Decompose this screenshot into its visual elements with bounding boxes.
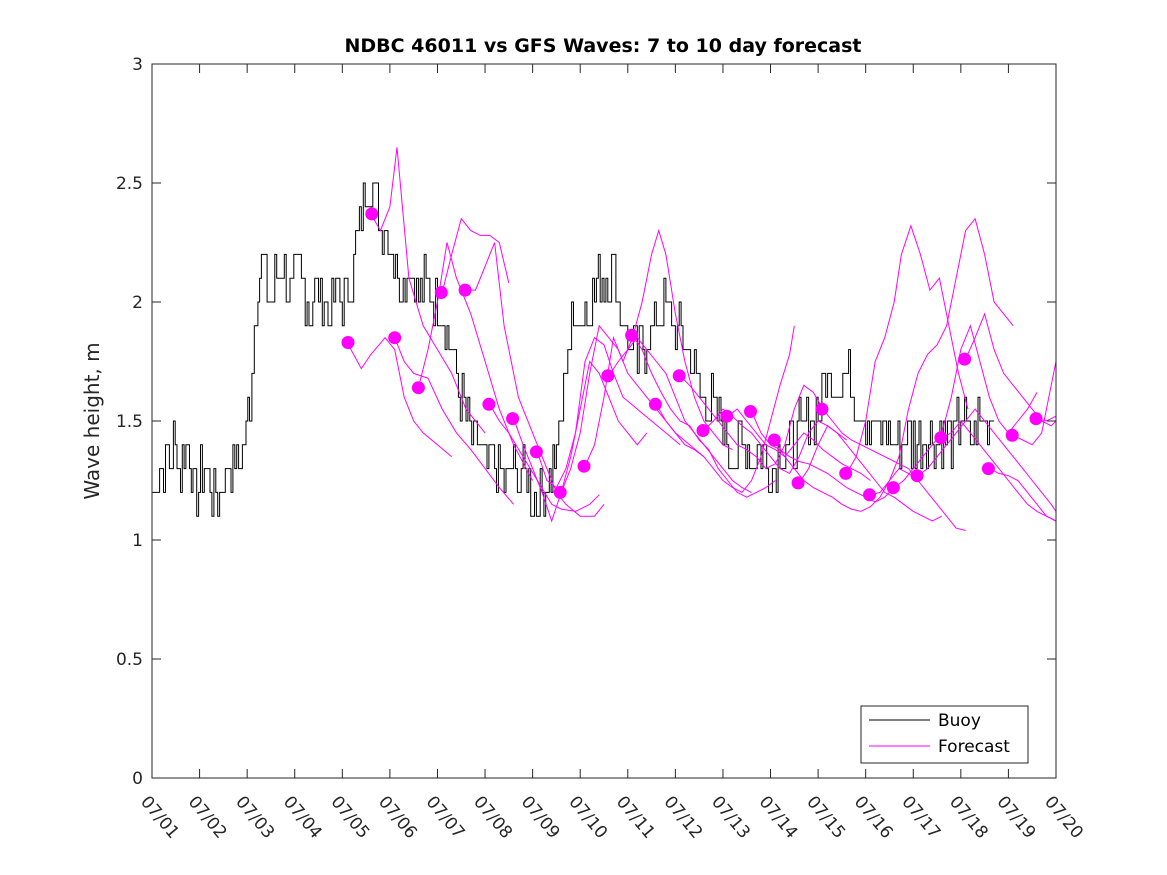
forecast-point [791,476,805,490]
forecast-point [958,352,972,366]
forecast-series-13 [655,325,795,494]
forecast-point [1005,428,1019,442]
forecast-series-18 [774,439,919,512]
forecast-point [696,424,710,437]
forecast-point [625,328,639,342]
forecast-series-21 [846,224,969,474]
forecast-point [365,207,379,221]
legend-box [860,705,1029,764]
forecast-series-25 [941,420,1057,522]
forecast-point [934,431,948,445]
forecast-series-1 [370,147,486,434]
forecast-series-0 [346,336,453,458]
y-tick-label: 1.5 [116,412,143,432]
forecast-point [388,331,402,345]
forecast-point [672,369,686,383]
forecast-point [482,397,496,411]
forecast-point [434,286,448,299]
forecast-point [815,402,829,416]
forecast-point [341,336,355,349]
forecast-series-28 [1012,361,1057,446]
forecast-series-5 [466,242,605,517]
forecast-series-20 [822,408,966,531]
chart-title: NDBC 46011 vs GFS Waves: 7 to 10 day for… [344,35,861,57]
forecast-series-24 [917,408,1057,512]
forecast-series-12 [632,335,776,498]
forecast-point [601,369,615,383]
forecast-point [744,405,757,418]
y-tick-label: 3 [132,55,143,75]
forecast-series-2 [394,337,514,505]
forecast-series-26 [965,312,1057,427]
buoy-series [152,182,995,517]
forecast-series-19 [798,425,943,522]
plot-area [152,147,1057,531]
y-tick-label: 2.5 [116,174,143,194]
forecast-point [767,433,781,447]
forecast-point [910,469,924,483]
forecast-point [863,488,876,502]
forecast-series-6 [489,404,600,512]
legend-forecast-label: Forecast [938,737,1010,757]
forecast-point [839,466,853,480]
forecast-point [720,409,734,423]
forecast-point [1029,412,1043,426]
forecast-point [506,412,520,426]
forecast-point [553,485,567,499]
y-tick-label: 0 [132,769,143,789]
forecast-point [577,459,591,473]
forecast-point [886,481,900,495]
y-axis-label: Wave height, m [80,342,104,499]
forecast-series-8 [536,336,681,489]
y-tick-label: 1 [132,531,143,551]
forecast-point [458,283,472,297]
forecast-series-23 [893,324,1038,489]
forecast-point [529,445,543,459]
forecast-point [981,462,995,476]
forecast-point [411,381,425,395]
forecast-series-7 [513,360,648,523]
forecast-series-16 [727,408,871,481]
y-tick-label: 2 [132,293,143,313]
y-tick-label: 0.5 [116,650,143,670]
forecast-series-22 [870,217,1014,496]
forecast-series-10 [584,228,733,467]
forecast-point [648,397,662,411]
forecast-series-14 [679,375,824,470]
forecast-series-11 [608,336,752,493]
legend-buoy-label: Buoy [938,711,981,731]
forecast-series-4 [441,217,510,293]
legend: Buoy Forecast [860,705,1029,764]
forecast-series-27 [989,468,1057,522]
